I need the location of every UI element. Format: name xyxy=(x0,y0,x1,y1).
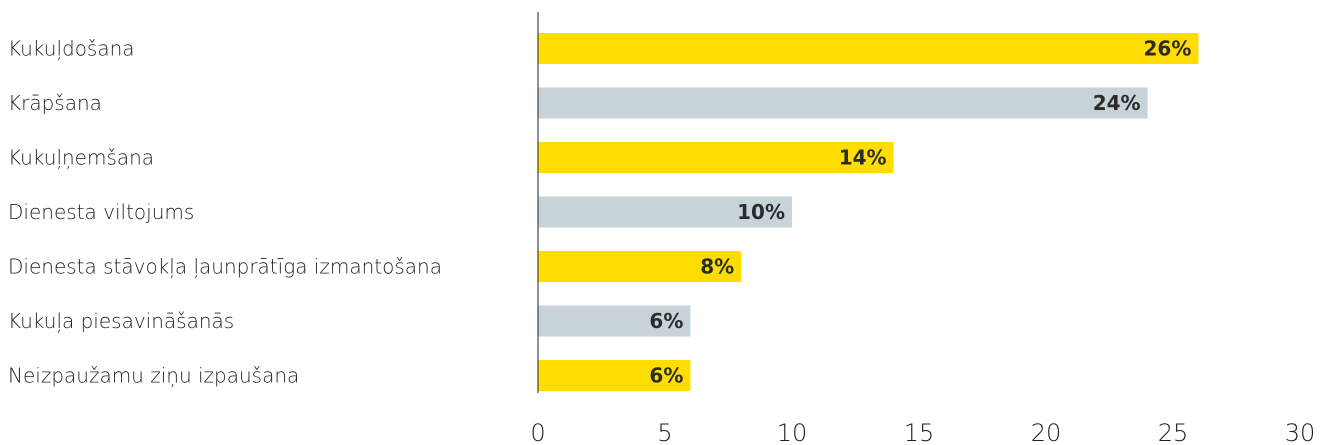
data-label: 24% xyxy=(1093,91,1141,115)
data-label: 26% xyxy=(1144,37,1192,61)
x-axis-tick-labels: 0 5 10 15 20 25 30 xyxy=(530,419,1315,445)
x-tick-label: 5 xyxy=(657,419,672,445)
category-label: Kukuļņemšana xyxy=(8,146,154,170)
x-tick-label: 0 xyxy=(530,419,545,445)
bar xyxy=(538,87,1148,119)
category-label: Kukuļdošana xyxy=(8,37,135,61)
category-label: Dienesta stāvokļa ļaunprātīga izmantošan… xyxy=(8,255,442,279)
bar xyxy=(538,142,894,173)
data-label: 14% xyxy=(839,146,887,170)
category-label: Krāpšana xyxy=(8,91,102,115)
category-labels: Kukuļdošana Krāpšana Kukuļņemšana Dienesta … xyxy=(8,37,442,388)
bar xyxy=(538,33,1199,64)
bar xyxy=(538,196,792,228)
x-tick-label: 25 xyxy=(1158,419,1189,445)
category-label: Kukuļa piesavināšanās xyxy=(8,309,234,333)
data-label: 8% xyxy=(700,255,734,279)
bars xyxy=(538,33,1199,391)
data-label: 10% xyxy=(737,200,785,224)
x-tick-label: 10 xyxy=(777,419,808,445)
x-tick-label: 30 xyxy=(1285,419,1316,445)
category-label: Neizpaužamu ziņu izpaušana xyxy=(8,364,299,388)
x-tick-label: 15 xyxy=(904,419,935,445)
bar xyxy=(538,360,691,391)
category-label: Dienesta viltojums xyxy=(8,200,194,224)
data-label: 6% xyxy=(649,309,683,333)
bar xyxy=(538,251,742,282)
data-labels: 26% 24% 14% 10% 8% 6% 6% xyxy=(649,37,1191,388)
data-label: 6% xyxy=(649,364,683,388)
bar xyxy=(538,305,691,337)
x-tick-label: 20 xyxy=(1031,419,1062,445)
